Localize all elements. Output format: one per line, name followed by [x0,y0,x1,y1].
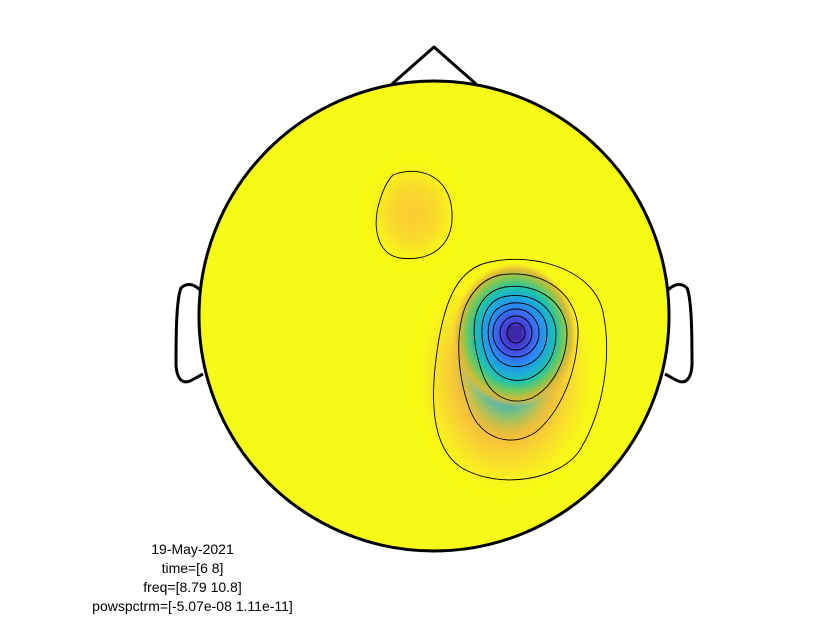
info-powspctrm: powspctrm=[-5.07e-08 1.11e-11] [92,598,293,614]
frontal-positive-blob [365,158,461,268]
contour-level-1 [433,258,607,481]
contour-level-5 [487,302,548,368]
nose-outline [391,45,477,86]
info-time: time=[6 8] [161,560,224,576]
contour-level-8 [506,322,526,344]
contour-level-6 [492,308,540,358]
minimum-electrode-patch [508,326,522,340]
info-date: 19-May-2021 [151,541,234,557]
left-ear-outline [174,283,204,384]
contour-level-2 [458,273,579,441]
info-text-block: 19-May-2021 time=[6 8] freq=[8.79 10.8] … [60,540,325,616]
head-outline [174,45,694,553]
contour-lines [375,171,607,481]
contour-level-3 [473,285,568,402]
contour-frontal [375,171,453,260]
right-ear-outline [664,283,694,384]
head-circle [197,79,671,553]
contour-level-4 [481,295,557,381]
info-freq: freq=[8.79 10.8] [143,579,242,595]
scalp-field [199,81,669,551]
contour-level-7 [499,315,533,351]
